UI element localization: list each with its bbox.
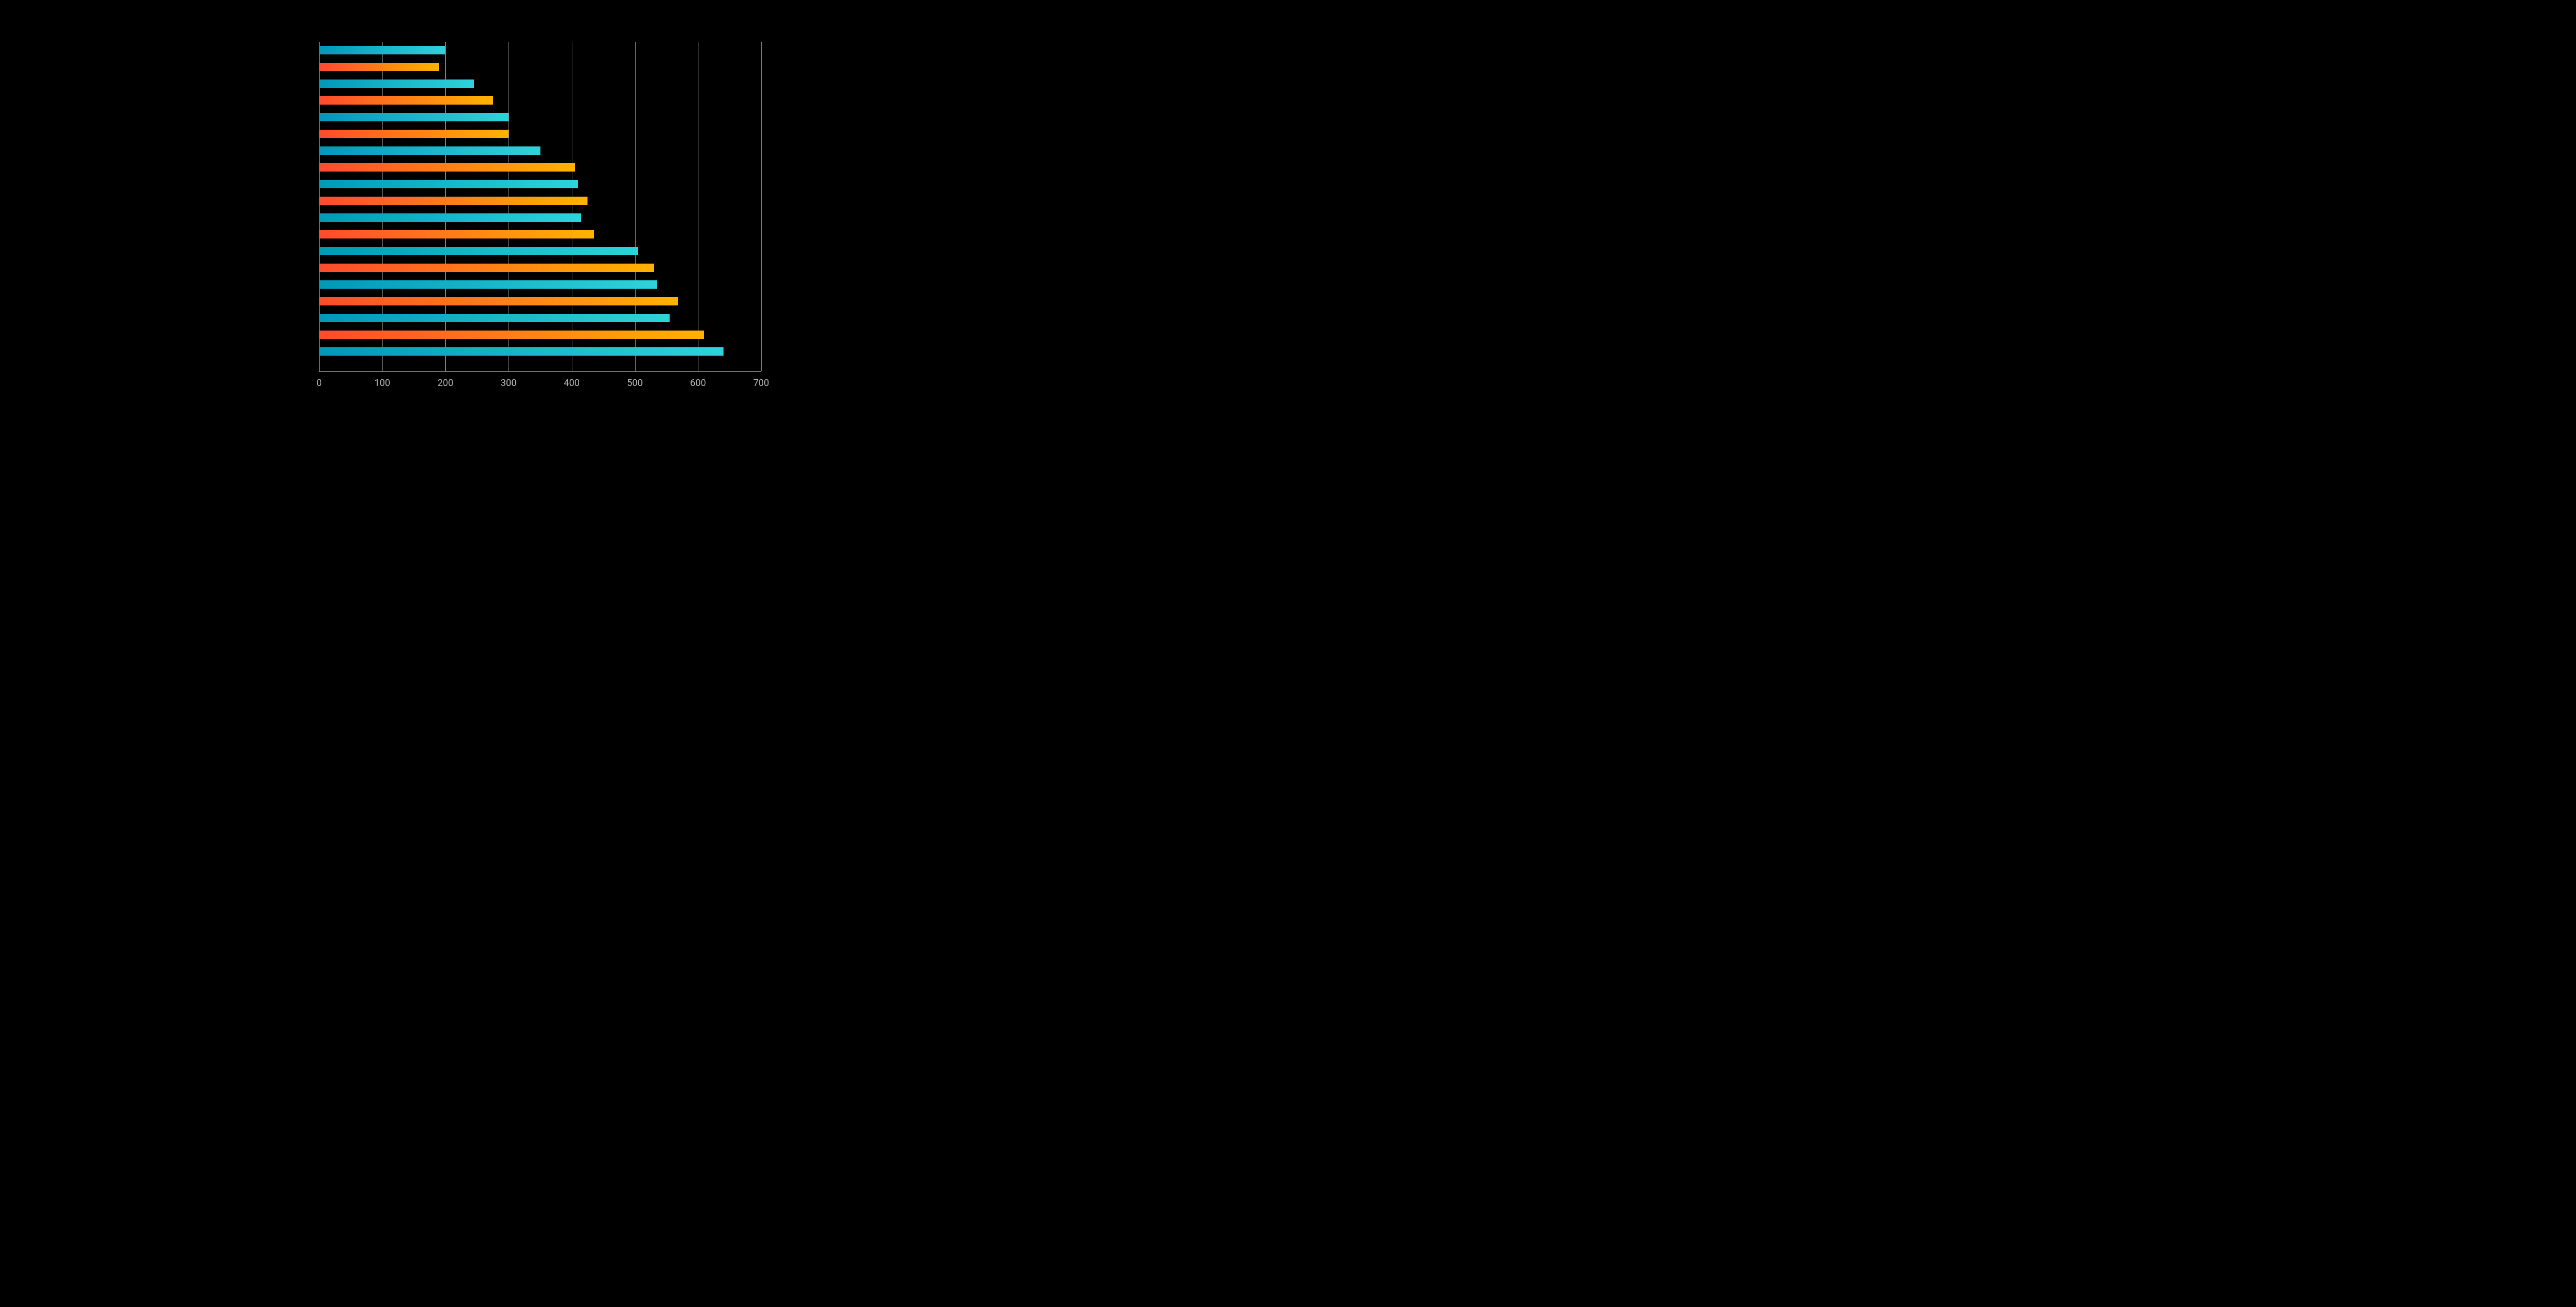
bar	[319, 197, 587, 205]
bar	[319, 46, 445, 54]
bar	[319, 213, 581, 222]
bar	[319, 130, 509, 138]
bar	[319, 79, 474, 88]
x-tick-label: 500	[627, 378, 642, 389]
x-tick-label: 600	[690, 378, 706, 389]
bar	[319, 347, 724, 356]
x-tick-label: 0	[317, 378, 322, 389]
plot-area	[319, 42, 761, 371]
bar	[319, 163, 575, 172]
bar	[319, 280, 657, 289]
bar	[319, 180, 578, 188]
bar	[319, 247, 638, 255]
bar	[319, 146, 540, 155]
bar	[319, 264, 654, 272]
bar	[319, 113, 509, 121]
bar	[319, 230, 594, 238]
x-tick-label: 100	[375, 378, 390, 389]
bar	[319, 63, 439, 71]
x-tick-label: 400	[564, 378, 580, 389]
bar	[319, 331, 704, 339]
horizontal-bar-chart: 0 100 200 300 400 500 600 700	[0, 0, 816, 414]
bar	[319, 297, 678, 305]
gridline	[761, 42, 762, 371]
bar	[319, 314, 670, 322]
x-tick-label: 300	[501, 378, 516, 389]
x-tick-label: 700	[753, 378, 769, 389]
bar	[319, 96, 493, 105]
x-tick-label: 200	[437, 378, 453, 389]
x-axis	[319, 371, 761, 372]
